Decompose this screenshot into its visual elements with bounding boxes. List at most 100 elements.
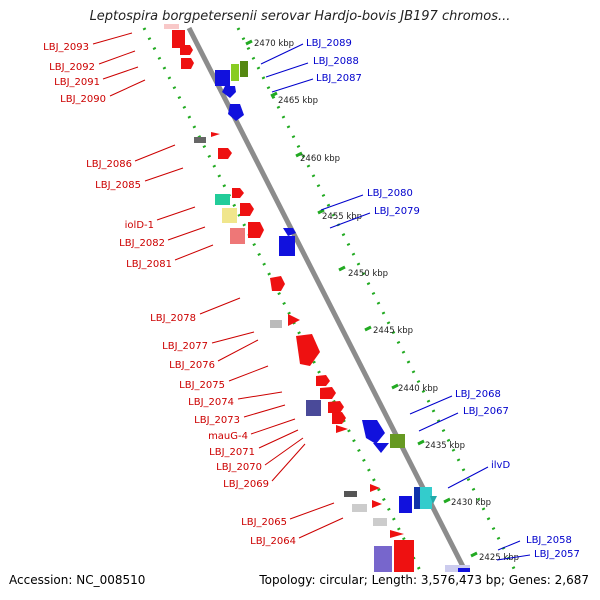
footer: Accession: NC_008510 Topology: circular;… — [0, 573, 600, 593]
gene-feature[interactable] — [240, 203, 254, 216]
gene-feature[interactable] — [279, 236, 295, 256]
gene-label[interactable]: LBJ_2064 — [250, 536, 296, 547]
genome-summary: Topology: circular; Length: 3,576,473 bp… — [259, 573, 589, 587]
gene-label[interactable]: ilvD — [491, 460, 510, 471]
gene-feature[interactable] — [283, 228, 296, 236]
tick-label: 2440 kbp — [398, 384, 438, 394]
gene-feature[interactable] — [394, 540, 414, 586]
gene-feature[interactable] — [218, 148, 232, 159]
right-labels: LBJ_2089 LBJ_2088 LBJ_2087 LBJ_2080 LBJ_… — [306, 38, 580, 560]
reverse-features — [215, 61, 470, 593]
gene-label[interactable]: LBJ_2074 — [188, 397, 234, 408]
gene-label[interactable]: LBJ_2091 — [54, 77, 100, 88]
gene-label[interactable]: LBJ_2065 — [241, 517, 287, 528]
gene-feature[interactable] — [270, 320, 282, 328]
gene-feature[interactable] — [270, 276, 285, 291]
gene-label[interactable]: LBJ_2071 — [209, 447, 255, 458]
tick-label: 2455 kbp — [322, 212, 362, 222]
tick-label: 2435 kbp — [425, 441, 465, 451]
gene-feature[interactable] — [372, 500, 382, 508]
gene-feature[interactable] — [352, 504, 367, 512]
gene-label[interactable]: LBJ_2073 — [194, 415, 240, 426]
gene-label[interactable]: mauG-4 — [208, 431, 248, 442]
gene-feature[interactable] — [172, 30, 185, 48]
gene-feature[interactable] — [390, 530, 404, 538]
gene-feature[interactable] — [316, 375, 330, 386]
gene-label[interactable]: LBJ_2085 — [95, 180, 141, 191]
gene-label[interactable]: LBJ_2068 — [455, 389, 501, 400]
tick-label: 2450 kbp — [348, 269, 388, 279]
gene-label[interactable]: LBJ_2076 — [169, 360, 215, 371]
gene-feature[interactable] — [362, 420, 385, 444]
gene-feature[interactable] — [164, 17, 179, 29]
gene-feature[interactable] — [231, 64, 239, 81]
gene-feature[interactable] — [344, 491, 357, 497]
gene-feature[interactable] — [296, 334, 320, 366]
gene-feature[interactable] — [445, 565, 470, 593]
gene-feature[interactable] — [180, 45, 193, 55]
gene-label[interactable]: LBJ_2081 — [126, 259, 172, 270]
gene-feature[interactable] — [230, 228, 245, 244]
gene-label[interactable]: LBJ_2092 — [49, 62, 95, 73]
gene-label[interactable]: LBJ_2069 — [223, 479, 269, 490]
gene-label[interactable]: LBJ_2077 — [162, 341, 208, 352]
gene-label[interactable]: LBJ_2075 — [179, 380, 225, 391]
tick-marks — [245, 39, 478, 558]
gene-label[interactable]: LBJ_2089 — [306, 38, 352, 49]
gene-feature[interactable] — [240, 61, 248, 77]
tick-label: 2465 kbp — [278, 96, 318, 106]
gene-feature[interactable] — [222, 86, 236, 98]
gene-feature[interactable] — [288, 314, 300, 326]
gene-label[interactable]: LBJ_2090 — [60, 94, 106, 105]
gene-label[interactable]: LBJ_2087 — [316, 73, 362, 84]
gene-label[interactable]: LBJ_2088 — [313, 56, 359, 67]
gene-feature[interactable] — [320, 387, 336, 399]
gene-feature[interactable] — [430, 496, 437, 504]
map-title: Leptospira borgpetersenii serovar Hardjo… — [89, 9, 511, 24]
forward-features — [164, 17, 414, 586]
left-labels: LBJ_2093 LBJ_2092 LBJ_2091 LBJ_2090 LBJ_… — [43, 42, 296, 547]
gene-label[interactable]: LBJ_2079 — [374, 206, 420, 217]
right-leader-lines — [260, 43, 531, 561]
gene-feature[interactable] — [370, 484, 380, 492]
gene-label[interactable]: LBJ_2093 — [43, 42, 89, 53]
gene-feature[interactable] — [336, 425, 348, 433]
tick-label: 2425 kbp — [479, 553, 519, 563]
gene-label[interactable]: LBJ_2057 — [534, 549, 580, 560]
left-leader-lines — [92, 32, 344, 539]
gene-feature[interactable] — [373, 443, 389, 453]
gene-feature[interactable] — [458, 568, 470, 592]
gene-label[interactable]: iolD-1 — [125, 220, 154, 231]
gene-feature[interactable] — [181, 58, 194, 69]
tick-labels: 2470 kbp 2465 kbp 2460 kbp 2455 kbp 2450… — [254, 39, 519, 563]
gene-feature[interactable] — [374, 546, 392, 586]
gene-feature[interactable] — [332, 412, 346, 424]
gene-label[interactable]: LBJ_2078 — [150, 313, 196, 324]
gene-label[interactable]: LBJ_2080 — [367, 188, 413, 199]
gene-feature[interactable] — [420, 487, 432, 509]
forward-track-dots — [142, 27, 423, 572]
gene-feature[interactable] — [328, 401, 344, 413]
gene-feature[interactable] — [215, 70, 230, 86]
gene-feature[interactable] — [248, 222, 264, 238]
gene-label[interactable]: LBJ_2070 — [216, 462, 262, 473]
gene-feature[interactable] — [228, 104, 244, 121]
gene-label[interactable]: LBJ_2058 — [526, 535, 572, 546]
gene-feature[interactable] — [373, 518, 387, 526]
gene-feature[interactable] — [211, 132, 220, 137]
gene-feature[interactable] — [399, 496, 412, 513]
gene-feature[interactable] — [390, 434, 405, 448]
gene-feature[interactable] — [194, 137, 206, 143]
gene-label[interactable]: LBJ_2067 — [463, 406, 509, 417]
gene-label[interactable]: LBJ_2086 — [86, 159, 132, 170]
gene-feature[interactable] — [222, 208, 237, 223]
gene-feature[interactable] — [306, 400, 321, 416]
gene-feature[interactable] — [232, 188, 244, 198]
tick-label: 2460 kbp — [300, 154, 340, 164]
gene-feature[interactable] — [215, 194, 230, 205]
gene-label[interactable]: LBJ_2082 — [119, 238, 165, 249]
tick-label: 2430 kbp — [451, 498, 491, 508]
accession-text: Accession: NC_008510 — [9, 573, 146, 587]
tick-label: 2470 kbp — [254, 39, 294, 49]
